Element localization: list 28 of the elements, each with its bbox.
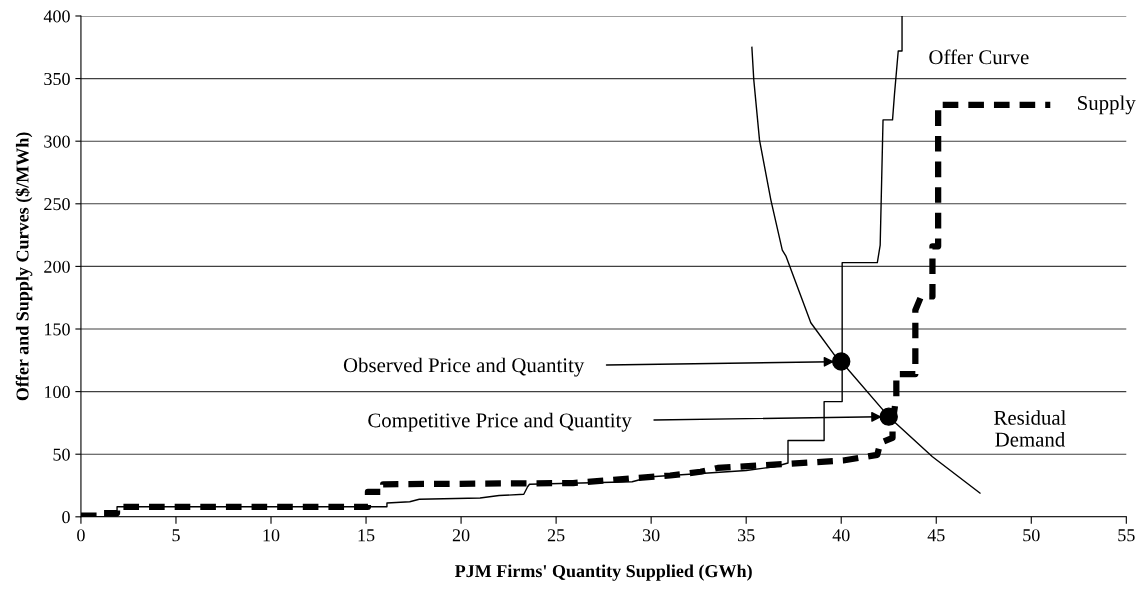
y-tick-label: 400 [43,10,70,23]
x-tick-label: 5 [172,529,180,542]
series-label: Offer Curve [929,49,1029,65]
annotation: Observed Price and Quantity [343,357,585,377]
x-tick-label: 25 [547,529,565,542]
x-tick-label: 0 [77,529,85,542]
y-tick-label: 0 [62,511,70,524]
y-tick-label: 100 [45,385,70,399]
series-label: Supply [1078,95,1136,115]
text: Residual Demand [994,410,1066,447]
x-tick-label: 15 [358,529,375,542]
x-tick-label: 35 [738,529,755,542]
y-tick-label: 300 [44,135,70,148]
x-tick-label: 55 [1118,529,1135,542]
y-tick-label: 50 [53,448,70,461]
x-tick-label: 40 [832,529,850,542]
x-tick-label: 20 [452,529,470,542]
x-axis-title: PJM Firms' Quantity Supplied (GWh) [454,564,752,581]
y-tick-label: 350 [44,72,70,86]
x-tick-label: 10 [263,529,280,542]
y-tick-label: 150 [45,323,70,336]
x-tick-label: 50 [1023,529,1040,542]
x-tick-label: 45 [927,529,945,542]
y-tick-label: 250 [44,198,70,211]
y-axis-title: Offer and Supply Curves ($/MWh) [15,132,33,401]
x-tick-label: 30 [642,529,660,542]
annotation: Competitive Price and Quantity [368,412,632,432]
y-tick-label: 200 [44,260,70,273]
